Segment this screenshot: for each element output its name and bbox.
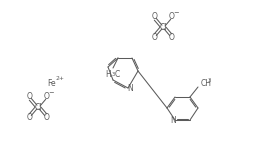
Text: C: C (115, 69, 120, 79)
Text: Cl: Cl (34, 103, 42, 112)
Text: O: O (26, 92, 32, 101)
Text: 3: 3 (112, 72, 115, 76)
Text: −: − (48, 90, 53, 96)
Text: Cl: Cl (159, 23, 167, 32)
Text: N: N (127, 84, 133, 92)
Text: O: O (44, 92, 50, 101)
Text: O: O (26, 113, 32, 122)
Text: 2+: 2+ (56, 76, 64, 80)
Text: Fe: Fe (48, 79, 56, 88)
Text: H: H (105, 69, 111, 79)
Text: O: O (151, 33, 157, 42)
Text: O: O (169, 12, 175, 21)
Text: O: O (44, 113, 50, 122)
Text: O: O (169, 33, 175, 42)
Text: 3: 3 (208, 77, 211, 83)
Text: −: − (173, 10, 178, 16)
Text: N: N (170, 116, 176, 124)
Text: O: O (151, 12, 157, 21)
Text: CH: CH (201, 79, 212, 88)
